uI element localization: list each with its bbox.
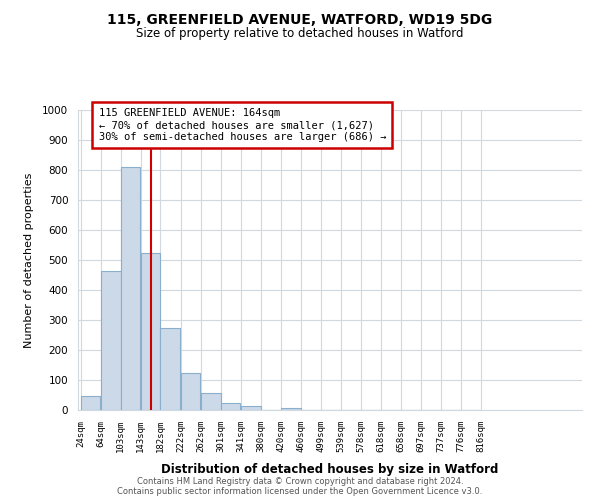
Bar (121, 167, 140, 410)
Text: 115, GREENFIELD AVENUE, WATFORD, WD19 5DG: 115, GREENFIELD AVENUE, WATFORD, WD19 5D… (107, 12, 493, 26)
Bar (281, 408, 301, 410)
Bar (141, 254, 160, 410)
X-axis label: Distribution of detached houses by size in Watford: Distribution of detached houses by size … (161, 463, 499, 476)
Bar (181, 374, 200, 410)
Text: Contains public sector information licensed under the Open Government Licence v3: Contains public sector information licen… (118, 487, 482, 496)
Text: Size of property relative to detached houses in Watford: Size of property relative to detached ho… (136, 28, 464, 40)
Bar (80, 396, 100, 410)
Bar (101, 272, 121, 410)
Text: Contains HM Land Registry data © Crown copyright and database right 2024.: Contains HM Land Registry data © Crown c… (137, 477, 463, 486)
Bar (241, 406, 260, 410)
Bar (160, 328, 180, 410)
Y-axis label: Number of detached properties: Number of detached properties (24, 172, 34, 348)
Bar (201, 393, 221, 410)
Bar (221, 404, 241, 410)
Text: 115 GREENFIELD AVENUE: 164sqm
← 70% of detached houses are smaller (1,627)
30% o: 115 GREENFIELD AVENUE: 164sqm ← 70% of d… (99, 108, 386, 142)
